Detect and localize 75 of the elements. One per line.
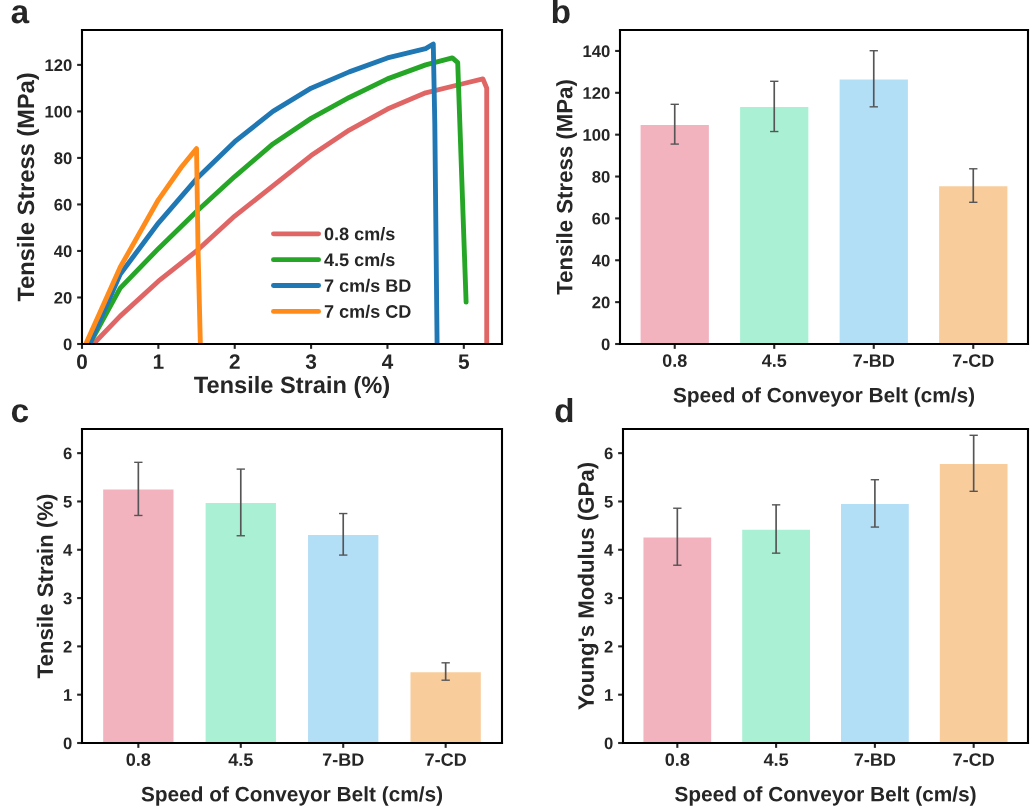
bar bbox=[409, 670, 483, 743]
x-tick-label: 2 bbox=[229, 354, 240, 369]
y-axis-title: Tensile Strain (%) bbox=[36, 494, 58, 679]
x-tick-label: 4.5 bbox=[761, 354, 787, 367]
y-tick-label: 6 bbox=[604, 447, 613, 460]
legend-label: 7 cm/s BD bbox=[324, 278, 411, 293]
x-axis-title: Speed of Conveyor Belt (cm/s) bbox=[141, 786, 443, 806]
y-tick-label: 100 bbox=[583, 129, 610, 141]
x-tick-label: 7-BD bbox=[853, 354, 895, 367]
y-tick-label: 2 bbox=[63, 640, 72, 653]
bar bbox=[740, 528, 812, 743]
bar bbox=[639, 123, 711, 344]
x-tick-label: 0 bbox=[77, 354, 87, 370]
chart-title: a bbox=[11, 5, 30, 24]
y-tick-label: 100 bbox=[45, 105, 72, 118]
y-tick-label: 40 bbox=[53, 245, 72, 258]
y-tick-label: 1 bbox=[605, 689, 613, 701]
bar bbox=[738, 105, 810, 344]
y-tick-label: 20 bbox=[54, 291, 72, 304]
bar bbox=[204, 501, 278, 743]
y-tick-label: 80 bbox=[592, 170, 610, 183]
y-tick-label: 60 bbox=[54, 198, 72, 211]
y-tick-label: 0 bbox=[601, 338, 610, 351]
legend-label: 7 cm/s CD bbox=[324, 304, 411, 319]
x-tick-label: 4.5 bbox=[763, 753, 789, 766]
y-tick-label: 1 bbox=[64, 689, 72, 701]
x-tick-label: 5 bbox=[458, 354, 470, 370]
y-tick-label: 120 bbox=[45, 59, 72, 72]
bar bbox=[306, 533, 380, 743]
bar bbox=[642, 536, 713, 743]
legend-label: 4.5 cm/s bbox=[324, 252, 395, 267]
x-axis-title: Speed of Conveyor Belt (cm/s) bbox=[673, 387, 975, 407]
legend-label: 0.8 cm/s bbox=[324, 227, 395, 241]
x-axis-title: Speed of Conveyor Belt (cm/s) bbox=[675, 786, 976, 806]
x-tick-label: 7-CD bbox=[952, 354, 994, 367]
x-tick-label: 3 bbox=[305, 354, 317, 370]
y-tick-label: 4 bbox=[63, 544, 73, 556]
y-tick-label: 6 bbox=[63, 447, 72, 460]
y-axis-title: Young's Modulus (GPa) bbox=[577, 463, 599, 710]
y-tick-label: 4 bbox=[604, 544, 614, 556]
x-tick-label: 7-CD bbox=[425, 753, 466, 766]
y-tick-label: 40 bbox=[591, 254, 610, 267]
chart-title: c bbox=[11, 404, 29, 423]
x-tick-label: 0.8 bbox=[126, 753, 151, 766]
x-tick-label: 4 bbox=[381, 354, 394, 369]
y-tick-label: 60 bbox=[592, 212, 610, 225]
bar bbox=[839, 502, 911, 743]
y-axis-title: Tensile Stress (MPa) bbox=[556, 80, 577, 295]
y-tick-label: 5 bbox=[604, 496, 613, 508]
x-tick-label: 0.8 bbox=[665, 753, 690, 766]
line-series bbox=[83, 146, 203, 344]
bar bbox=[938, 462, 1009, 743]
y-tick-label: 0 bbox=[63, 338, 72, 351]
chart-title: d bbox=[555, 397, 573, 423]
y-tick-label: 140 bbox=[583, 45, 610, 58]
y-tick-label: 0 bbox=[63, 737, 72, 750]
x-tick-label: 4.5 bbox=[228, 753, 253, 766]
x-tick-label: 7-BD bbox=[322, 753, 364, 766]
y-tick-label: 20 bbox=[592, 296, 610, 309]
x-tick-label: 1 bbox=[153, 354, 164, 369]
y-tick-label: 2 bbox=[604, 640, 613, 653]
y-tick-label: 80 bbox=[54, 152, 72, 165]
y-axis-title: Tensile Stress (MPa) bbox=[16, 73, 39, 302]
y-tick-label: 0 bbox=[604, 737, 613, 750]
bar bbox=[838, 78, 910, 344]
x-tick-label: 0.8 bbox=[662, 354, 687, 367]
y-tick-label: 3 bbox=[604, 592, 613, 605]
bar bbox=[937, 184, 1009, 344]
y-tick-label: 5 bbox=[63, 496, 72, 508]
y-tick-label: 3 bbox=[63, 592, 72, 605]
bar bbox=[101, 488, 175, 743]
y-tick-label: 120 bbox=[583, 87, 610, 99]
x-tick-label: 7-BD bbox=[854, 753, 896, 766]
x-axis-title: Tensile Strain (%) bbox=[194, 375, 390, 398]
x-tick-label: 7-CD bbox=[953, 753, 994, 766]
